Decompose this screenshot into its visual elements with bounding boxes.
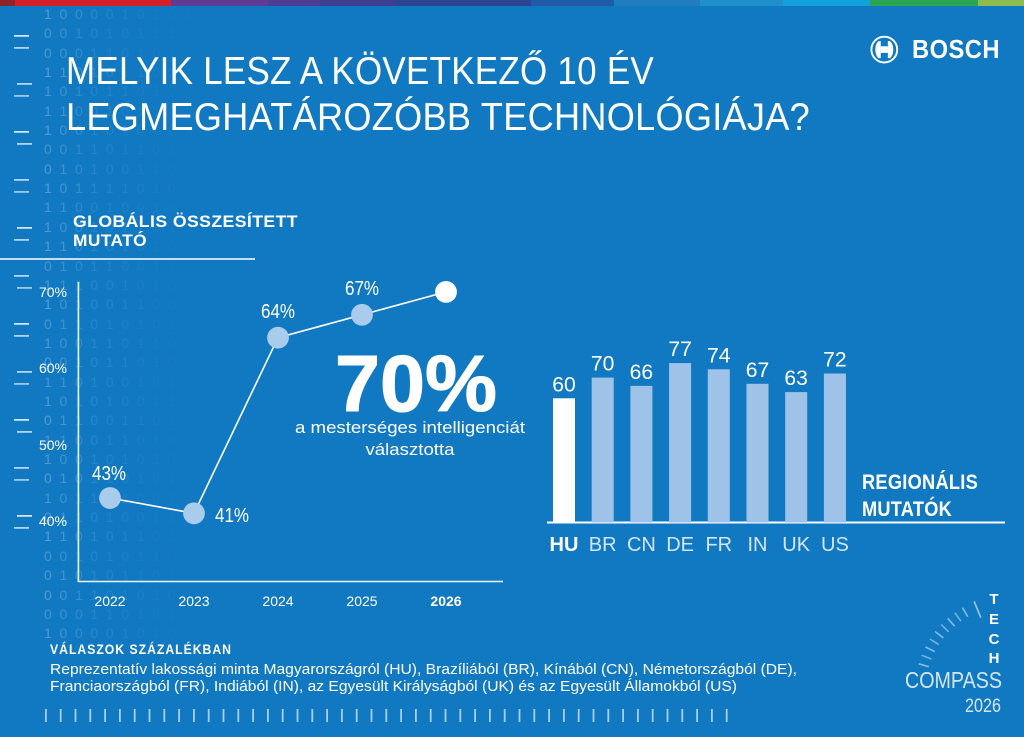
svg-text:Reprezentatív lakossági minta: Reprezentatív lakossági minta Magyarorsz… <box>50 662 797 678</box>
svg-text:77: 77 <box>668 338 692 361</box>
svg-text:2025: 2025 <box>346 593 377 609</box>
svg-text:41%: 41% <box>215 505 249 527</box>
svg-text:0 1 1 0 1 0 0 1 1: 0 1 1 0 1 0 0 1 1 <box>44 509 178 525</box>
svg-text:H: H <box>989 650 1000 667</box>
svg-text:67: 67 <box>746 359 770 382</box>
svg-text:72: 72 <box>823 349 847 372</box>
svg-text:1 1 0 1 0 1 1 0 0: 1 1 0 1 0 1 1 0 0 <box>44 64 178 80</box>
svg-text:MELYIK LESZ A KÖVETKEZŐ 10 ÉV: MELYIK LESZ A KÖVETKEZŐ 10 ÉV <box>66 50 654 93</box>
svg-text:1 0 0 1 0 1 1 0 1: 1 0 0 1 0 1 1 0 1 <box>44 219 178 235</box>
svg-text:1 0 1 0 0 1 1 0 0: 1 0 1 0 0 1 1 0 0 <box>44 296 178 312</box>
svg-text:60: 60 <box>552 373 576 396</box>
svg-text:50%: 50% <box>39 437 67 453</box>
svg-text:0 1 0 1 1 0 0 1 1: 0 1 0 1 1 0 0 1 1 <box>44 258 178 274</box>
svg-text:0 1 0 1 1 0 1 0 1: 0 1 0 1 1 0 1 0 1 <box>44 470 178 486</box>
svg-text:REGIONÁLIS: REGIONÁLIS <box>862 471 978 494</box>
svg-text:0 0 1 0 1 1 0 1 0: 0 0 1 0 1 1 0 1 0 <box>44 354 178 370</box>
svg-text:FR: FR <box>705 534 732 556</box>
svg-text:COMPASS: COMPASS <box>905 667 1002 693</box>
svg-text:BOSCH: BOSCH <box>912 34 1000 64</box>
svg-text:Franciaországból (FR), Indiábó: Franciaországból (FR), Indiából (IN), az… <box>50 678 737 695</box>
svg-text:70: 70 <box>591 353 615 376</box>
svg-text:1 1 0 1 0 1 0 1 0: 1 1 0 1 0 1 0 1 0 <box>44 238 178 254</box>
svg-text:70%: 70% <box>39 284 67 300</box>
svg-text:63: 63 <box>784 367 808 390</box>
svg-text:LEGMEGHATÁROZÓBB TECHNOLÓGIÁJA: LEGMEGHATÁROZÓBB TECHNOLÓGIÁJA? <box>66 96 810 139</box>
svg-text:1 0 0 1 1 0 1 1 0: 1 0 0 1 1 0 1 1 0 <box>44 335 178 351</box>
svg-text:UK: UK <box>782 534 810 556</box>
svg-text:70%: 70% <box>335 339 497 428</box>
svg-text:a mesterséges intelligenciát: a mesterséges intelligenciát <box>295 418 525 437</box>
svg-text:1 1 0 0 1 1 0 1 0: 1 1 0 0 1 1 0 1 0 <box>44 432 178 448</box>
svg-text:0 1 0 1 0 0 1 1 0: 0 1 0 1 0 0 1 1 0 <box>44 161 178 177</box>
svg-text:1 0 0 1 0 1 0 1 0: 1 0 0 1 0 1 0 1 0 <box>44 451 178 467</box>
svg-text:1 0 1 1 1 1 0 1 0: 1 0 1 1 1 1 0 1 0 <box>44 180 178 196</box>
svg-text:C: C <box>989 631 1000 648</box>
svg-text:0 0 1 1 0 1 1 0 1: 0 0 1 1 0 1 1 0 1 <box>44 141 178 157</box>
svg-text:64%: 64% <box>261 301 295 323</box>
svg-text:2024: 2024 <box>262 593 293 609</box>
svg-text:E: E <box>989 611 999 628</box>
svg-text:VÁLASZOK SZÁZALÉKBAN: VÁLASZOK SZÁZALÉKBAN <box>50 642 232 657</box>
svg-text:T: T <box>989 591 998 608</box>
svg-text:1 0 0 0 0 1 0 1 0 1 1 0 0: 1 0 0 0 0 1 0 1 0 1 1 0 0 <box>44 625 239 641</box>
svg-text:1 0 0 1 0 1 0 0 1: 1 0 0 1 0 1 0 0 1 <box>44 122 178 138</box>
svg-text:1 1 0 0 1 0 0 1 0: 1 1 0 0 1 0 0 1 0 <box>44 199 178 215</box>
svg-text:66: 66 <box>630 361 654 384</box>
svg-text:0 0 1 1 0 1 0 1 0: 0 0 1 1 0 1 0 1 0 <box>44 587 178 603</box>
svg-text:MUTATÓK: MUTATÓK <box>862 497 952 521</box>
svg-text:0 0 0 1 1 0 1 0 1: 0 0 0 1 1 0 1 0 1 <box>44 45 178 61</box>
svg-text:74: 74 <box>707 344 731 367</box>
svg-text:2026: 2026 <box>430 593 461 609</box>
svg-text:IN: IN <box>748 534 768 556</box>
svg-text:DE: DE <box>666 534 694 556</box>
svg-text:0 0 0 1 1 0 1 0 1: 0 0 0 1 1 0 1 0 1 <box>44 606 178 622</box>
svg-text:választotta: választotta <box>366 440 456 459</box>
svg-text:MUTATÓ: MUTATÓ <box>73 231 147 250</box>
svg-text:BR: BR <box>589 534 617 556</box>
svg-text:43%: 43% <box>92 463 126 485</box>
svg-text:1 0 1 0 1 1 0 1 0: 1 0 1 0 1 1 0 1 0 <box>44 83 178 99</box>
svg-text:1 1 0 0 1 0 1 1 0: 1 1 0 0 1 0 1 1 0 <box>44 103 178 119</box>
svg-text:0 1 1 0 1 0 1 0 1: 0 1 1 0 1 0 1 0 1 <box>44 316 178 332</box>
svg-text:0 0 1 0 1 0 1 1 1 0 1 0: 0 0 1 0 1 0 1 1 1 0 1 0 <box>44 25 224 41</box>
svg-text:2022: 2022 <box>94 593 125 609</box>
svg-text:US: US <box>821 534 849 556</box>
svg-text:67%: 67% <box>345 278 379 300</box>
svg-text:2026: 2026 <box>965 696 1001 717</box>
svg-text:1 1 1 0 0 1 0 1 0: 1 1 1 0 0 1 0 1 0 <box>44 277 178 293</box>
svg-text:GLOBÁLIS ÖSSZESÍTETT: GLOBÁLIS ÖSSZESÍTETT <box>73 212 298 231</box>
svg-text:1 1 0 1 0 0 1 0 1: 1 1 0 1 0 0 1 0 1 <box>44 374 178 390</box>
svg-text:HU: HU <box>550 534 579 556</box>
svg-text:1 0 1 0 1 0 0 1 1: 1 0 1 0 1 0 0 1 1 <box>44 393 178 409</box>
svg-text:CN: CN <box>627 534 656 556</box>
svg-text:0 0 1 0 1 0 1 1 0: 0 0 1 0 1 0 1 1 0 <box>44 548 178 564</box>
svg-text:40%: 40% <box>39 513 67 529</box>
svg-text:0 1 1 0 0 1 1 0 1: 0 1 1 0 0 1 1 0 1 <box>44 412 178 428</box>
svg-text:1 1 0 1 0 1 1 0 1: 1 1 0 1 0 1 1 0 1 <box>44 528 178 544</box>
svg-text:2023: 2023 <box>178 593 209 609</box>
svg-text:60%: 60% <box>39 360 67 376</box>
svg-text:0 1 0 1 0 1 1 0 1: 0 1 0 1 0 1 1 0 1 <box>44 567 178 583</box>
svg-text:1 0 0 0 0 1 0 1 0 1 1 0 0: 1 0 0 0 0 1 0 1 0 1 1 0 0 <box>44 6 239 22</box>
